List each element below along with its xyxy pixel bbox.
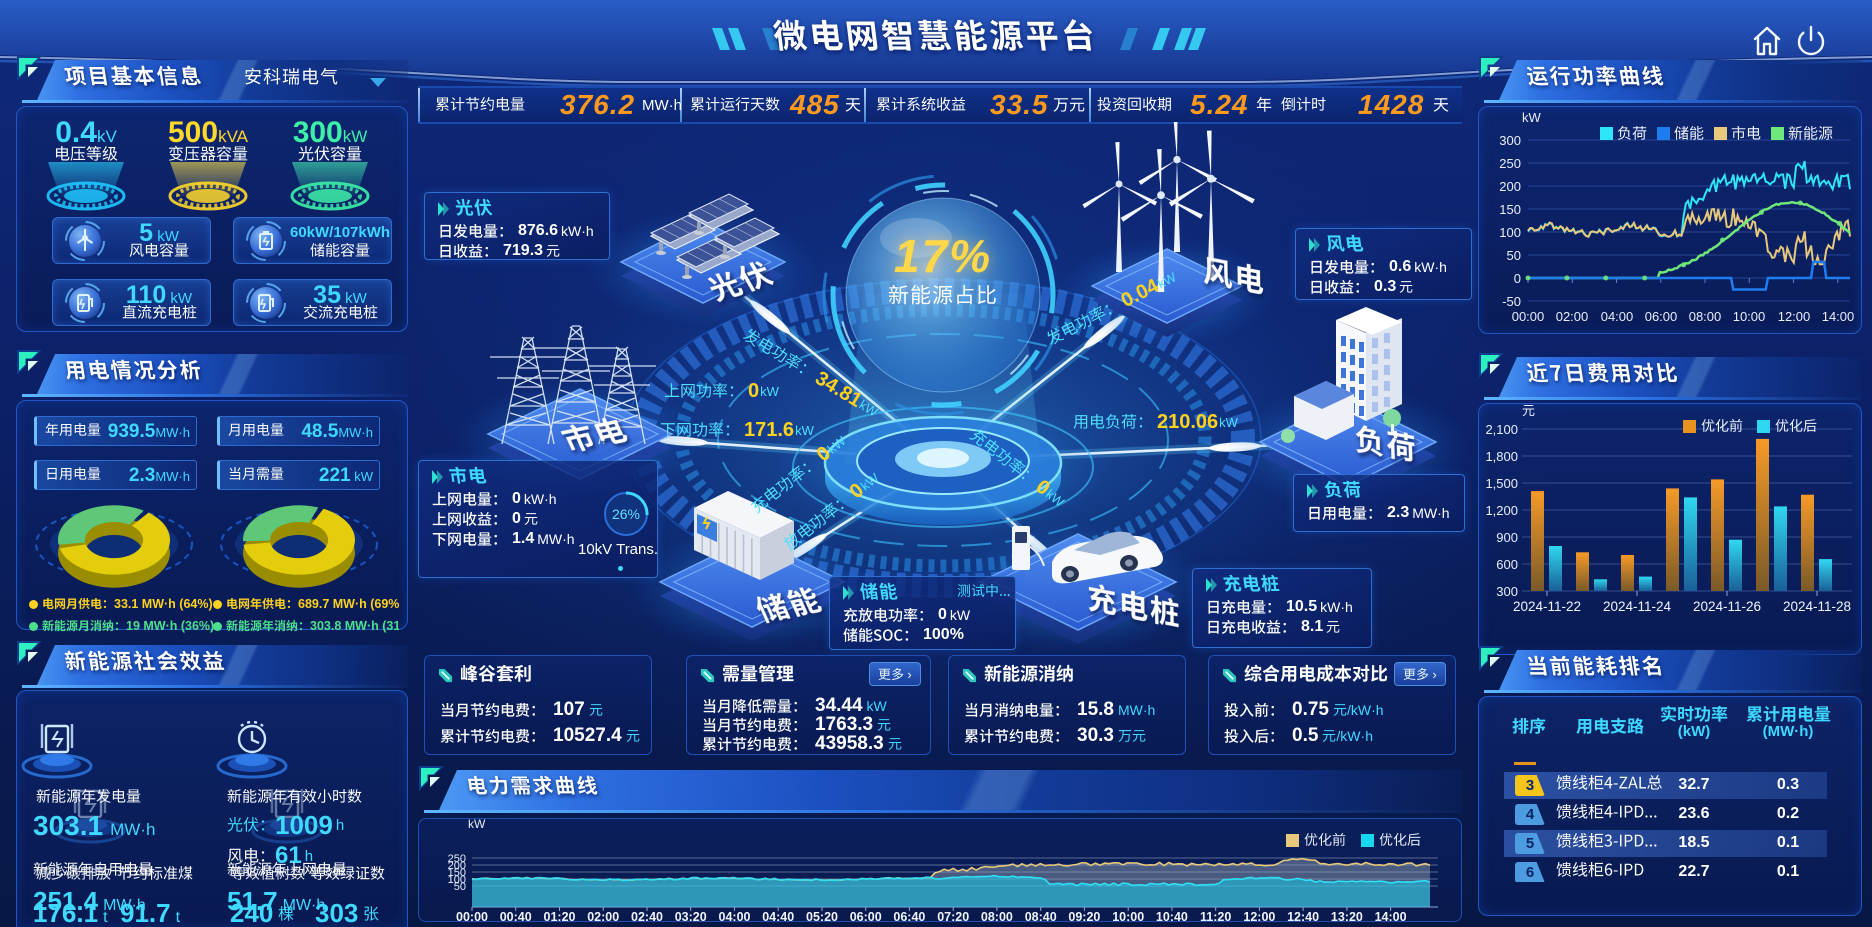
svg-text:00:00: 00:00: [1512, 309, 1545, 324]
svg-text:0: 0: [1514, 271, 1521, 286]
svg-text:08:40: 08:40: [1025, 910, 1057, 922]
svg-text:2024-11-24: 2024-11-24: [1603, 599, 1672, 614]
svg-text:250: 250: [1499, 156, 1521, 171]
svg-text:10:00: 10:00: [1112, 910, 1144, 922]
svg-text:2024-11-28: 2024-11-28: [1783, 599, 1851, 614]
svg-text:50: 50: [1507, 248, 1521, 263]
svg-text:100: 100: [1499, 225, 1521, 240]
svg-text:12:40: 12:40: [1287, 910, 1319, 922]
svg-text:2024-11-26: 2024-11-26: [1693, 599, 1761, 614]
svg-text:50: 50: [454, 881, 466, 893]
svg-text:kW: kW: [1522, 110, 1542, 125]
svg-text:600: 600: [1496, 557, 1518, 572]
svg-text:200: 200: [1499, 179, 1521, 194]
svg-text:2,100: 2,100: [1485, 422, 1518, 437]
svg-text:14:00: 14:00: [1822, 309, 1855, 324]
svg-text:04:00: 04:00: [1601, 309, 1634, 324]
svg-text:150: 150: [1499, 202, 1521, 217]
svg-text:00:40: 00:40: [500, 910, 532, 922]
svg-text:200: 200: [448, 860, 466, 872]
svg-text:14:00: 14:00: [1375, 910, 1407, 922]
svg-text:09:20: 09:20: [1068, 910, 1100, 922]
svg-text:250: 250: [448, 853, 466, 865]
svg-text:08:00: 08:00: [981, 910, 1013, 922]
svg-text:04:40: 04:40: [762, 910, 794, 922]
svg-text:150: 150: [448, 867, 466, 879]
svg-text:2024-11-22: 2024-11-22: [1513, 599, 1581, 614]
svg-text:00:00: 00:00: [456, 910, 488, 922]
svg-text:900: 900: [1496, 530, 1518, 545]
svg-text:10:40: 10:40: [1156, 910, 1188, 922]
svg-text:-50: -50: [1502, 294, 1521, 309]
svg-text:1,200: 1,200: [1485, 503, 1518, 518]
svg-text:03:20: 03:20: [675, 910, 707, 922]
svg-text:06:00: 06:00: [850, 910, 882, 922]
svg-text:13:20: 13:20: [1331, 910, 1363, 922]
svg-text:08:00: 08:00: [1689, 309, 1722, 324]
svg-text:12:00: 12:00: [1243, 910, 1275, 922]
svg-text:1,800: 1,800: [1485, 449, 1518, 464]
svg-text:06:00: 06:00: [1645, 309, 1678, 324]
svg-text:11:20: 11:20: [1200, 910, 1231, 922]
svg-text:02:00: 02:00: [587, 910, 619, 922]
svg-text:12:00: 12:00: [1778, 309, 1811, 324]
svg-text:05:20: 05:20: [806, 910, 838, 922]
svg-text:100: 100: [448, 874, 466, 886]
svg-text:26%: 26%: [612, 506, 640, 522]
svg-text:元: 元: [1522, 403, 1535, 418]
svg-text:02:40: 02:40: [631, 910, 663, 922]
svg-text:300: 300: [1499, 133, 1521, 148]
svg-text:02:00: 02:00: [1556, 309, 1589, 324]
svg-text:06:40: 06:40: [893, 910, 925, 922]
svg-text:07:20: 07:20: [937, 910, 969, 922]
svg-text:01:20: 01:20: [544, 910, 576, 922]
svg-text:kW: kW: [468, 818, 486, 831]
svg-text:300: 300: [1496, 584, 1518, 599]
svg-text:1,500: 1,500: [1485, 476, 1518, 491]
svg-text:10:00: 10:00: [1733, 309, 1766, 324]
svg-text:04:00: 04:00: [719, 910, 751, 922]
